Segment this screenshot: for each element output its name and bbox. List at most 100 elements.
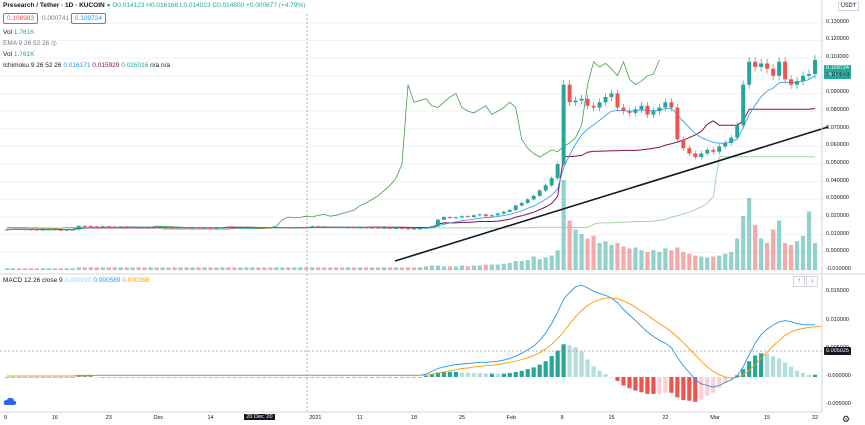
candle-body <box>453 217 458 219</box>
macd-histogram-bar <box>364 377 369 378</box>
price-axis-label: 0.020000 <box>826 213 849 220</box>
macd-value-tag: 0.005025 <box>824 347 851 355</box>
candle-body <box>777 61 782 76</box>
volume-bar <box>771 229 776 270</box>
price-axis-label: 0.040000 <box>826 177 849 184</box>
macd-histogram-bar <box>495 373 500 377</box>
indicator-lines <box>6 59 816 230</box>
macd-histogram-bar <box>543 361 548 377</box>
volume-bar <box>435 265 441 270</box>
candle-body <box>214 228 219 230</box>
macd-histogram-bar <box>334 377 339 378</box>
vol-legend-2[interactable]: Vol 1.761K <box>3 50 34 60</box>
volume-bar <box>214 267 219 270</box>
settings-gear-icon[interactable]: ⚙ <box>842 414 851 424</box>
volume-bar <box>489 264 494 270</box>
trendline <box>394 126 829 262</box>
candle-body <box>555 164 560 179</box>
pane-down-button[interactable]: ↓ <box>806 276 818 287</box>
macd-axis-label: -0.005000 <box>826 401 851 408</box>
candle-body <box>513 205 518 210</box>
volume-bar <box>699 256 704 270</box>
candle-body <box>489 215 494 217</box>
volume-bar <box>495 264 500 270</box>
candle-body <box>238 227 243 229</box>
macd-legend[interactable]: MACD 12 26 close 9 0.000190 0.000589 0.0… <box>3 276 149 286</box>
macd-histogram-bar <box>322 377 327 378</box>
macd-histogram-bar <box>693 377 698 402</box>
volume-bar <box>166 267 171 270</box>
volume-bar <box>663 248 668 270</box>
macd-histogram-bar <box>381 377 387 378</box>
price-axis-label: 0.110000 <box>826 54 849 61</box>
time-axis-label: 18 <box>410 415 418 421</box>
macd-histogram-bar <box>387 377 393 378</box>
volume-bar <box>100 267 105 270</box>
volume-bar <box>519 261 524 270</box>
macd-histogram-bar <box>806 374 812 377</box>
volume-bar <box>591 235 596 270</box>
candle-body <box>412 228 416 230</box>
ichimoku-legend[interactable]: Ichimoku 9 26 52 26 0.016171 0.015929 0.… <box>3 61 170 71</box>
candle-body <box>112 226 117 228</box>
macd-histogram-bar <box>765 353 770 377</box>
candle-body <box>435 219 440 227</box>
macd-axis-label: 0.010000 <box>826 316 849 323</box>
candle-body <box>549 178 554 186</box>
buy-price-box[interactable]: 0.109724 <box>70 13 106 24</box>
volume-bar <box>58 268 63 270</box>
volume-bar <box>322 267 327 270</box>
macd-histogram-bar <box>609 377 614 378</box>
macd-histogram-bar <box>118 377 123 378</box>
vol-legend-1[interactable]: Vol 1.761K <box>3 28 34 38</box>
macd-histogram-bar <box>705 377 710 396</box>
macd-histogram-bar <box>178 377 183 378</box>
macd-histogram-bar <box>405 377 411 378</box>
macd-histogram-bar <box>525 369 530 377</box>
macd-histogram-bar <box>154 377 159 378</box>
volume-bar <box>232 267 237 270</box>
macd-histogram <box>4 344 818 402</box>
macd-histogram-bar <box>4 377 10 378</box>
macd-histogram-bar <box>549 356 554 377</box>
symbol-title[interactable]: Presearch / Tether · 1D · KUCOIN <box>3 2 105 9</box>
time-axis-label: 25 <box>458 415 465 421</box>
candle-body <box>142 227 147 229</box>
candle-body <box>441 217 446 220</box>
macd-histogram-bar <box>196 377 201 378</box>
volume-bar <box>531 256 536 270</box>
volume-bar <box>465 266 470 270</box>
macd-histogram-bar <box>699 377 704 400</box>
candle-body <box>675 107 680 140</box>
volume-bar <box>387 267 393 270</box>
candle-body <box>591 105 596 108</box>
volume-bar <box>16 268 22 270</box>
ema-legend[interactable]: EMA 9 26 52 26 ◎ <box>3 39 57 49</box>
currency-label[interactable]: USDT <box>838 2 859 11</box>
candle-body <box>274 227 279 229</box>
macd-histogram-bar <box>136 377 141 378</box>
candle-body <box>370 227 375 229</box>
macd-histogram-bar <box>268 377 273 378</box>
macd-histogram-bar <box>286 377 291 378</box>
volume-bar <box>88 267 93 270</box>
macd-histogram-bar <box>429 374 435 377</box>
candle-body <box>573 100 578 103</box>
pane-up-button[interactable]: ↑ <box>793 276 805 287</box>
macd-histogram-bar <box>675 377 680 398</box>
candle-body <box>76 225 81 230</box>
volume-bar <box>94 267 99 270</box>
eye-icon[interactable]: ◎ <box>51 40 57 47</box>
macd-histogram-bar <box>328 377 333 378</box>
candle-body <box>609 93 614 97</box>
volume-bar <box>405 267 411 270</box>
sell-price-box[interactable]: 0.108983 <box>3 13 39 24</box>
macd-histogram-bar <box>465 372 470 377</box>
volume-bar <box>717 255 722 270</box>
time-axis-label: 14 <box>207 415 214 421</box>
volume-bar <box>208 267 213 270</box>
volume-bar <box>399 267 405 270</box>
volume-bar <box>226 267 231 270</box>
macd-histogram-bar <box>16 377 22 378</box>
